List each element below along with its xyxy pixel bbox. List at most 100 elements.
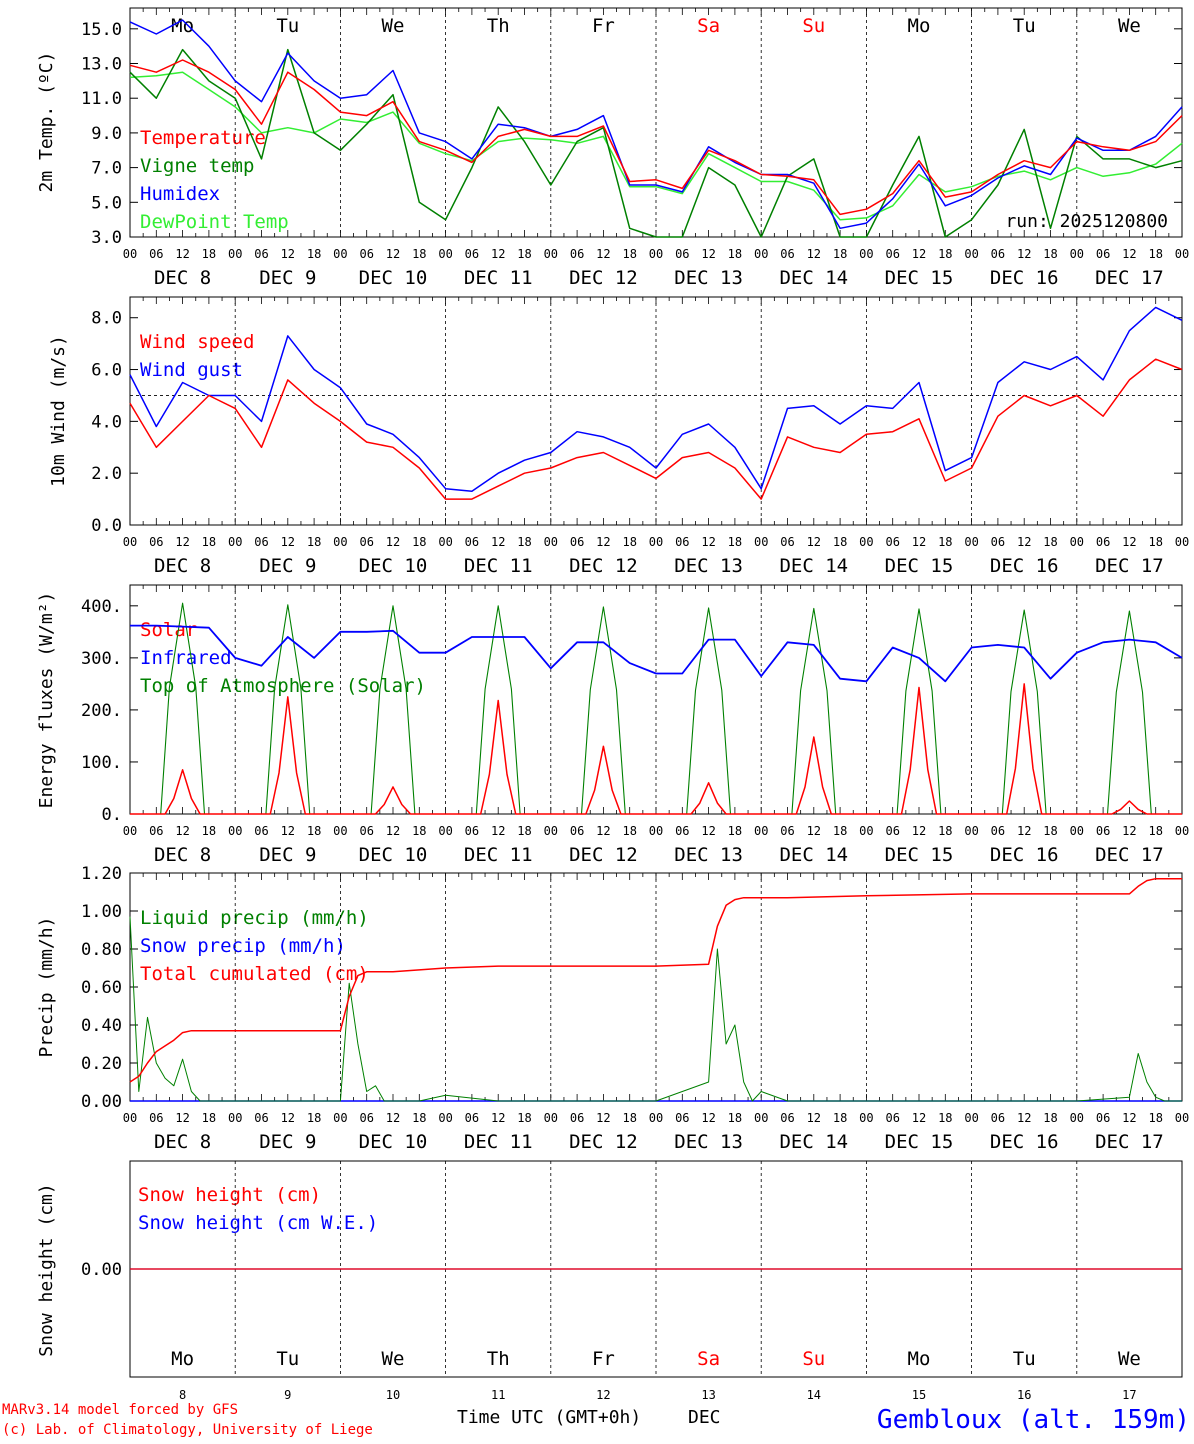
day-name-top: Fr — [592, 15, 615, 37]
precip-legend-total: Total cumulated (cm) — [140, 963, 369, 985]
hour-tick-label: 00 — [123, 824, 137, 838]
date-label: DEC 14 — [779, 267, 848, 289]
day-name-top: We — [1118, 15, 1141, 37]
hour-tick-label: 06 — [1096, 247, 1110, 261]
hour-tick-label: 12 — [912, 824, 926, 838]
flux-panel: Energy fluxes (W/m²) Solar Infrared Top … — [36, 584, 1183, 815]
hour-tick-label: 18 — [517, 824, 531, 838]
day-name-bottom: Th — [487, 1348, 510, 1370]
day-name-top: Sa — [697, 15, 720, 37]
date-label: DEC 15 — [885, 844, 954, 866]
hour-tick-label: 18 — [1148, 1111, 1162, 1125]
precip-panel: Precip (mm/h) Liquid precip (mm/h) Snow … — [36, 872, 1183, 1102]
hour-tick-label: 18 — [202, 535, 216, 549]
day-number: 9 — [284, 1388, 291, 1402]
hour-tick-label: 00 — [754, 1111, 768, 1125]
chart-marks: Mo Mo 8 Tu Tu 9 We We 10 Th Th 11 Fr Fr 12 Sa Sa 13 Su Su 14… — [81, 8, 1189, 1402]
y-tick-label: 0.20 — [81, 1054, 122, 1074]
hour-tick-label: 06 — [149, 824, 163, 838]
hour-tick-label: 12 — [1122, 535, 1136, 549]
hour-tick-label: 12 — [912, 247, 926, 261]
temp-ylabel: 2m Temp. (ºC) — [36, 52, 57, 193]
date-label: DEC 17 — [1095, 267, 1164, 289]
hour-tick-label: 18 — [412, 247, 426, 261]
hour-tick-label: 00 — [964, 247, 978, 261]
date-label: DEC 9 — [259, 844, 316, 866]
hour-tick-label: 06 — [570, 535, 584, 549]
hour-tick-label: 18 — [833, 824, 847, 838]
hour-tick-label: 00 — [649, 247, 663, 261]
date-label: DEC 16 — [990, 1131, 1059, 1153]
model-credit: MARv3.14 model forced by GFS — [2, 1402, 238, 1418]
hour-tick-label: 18 — [412, 535, 426, 549]
precip-line-liquid — [129, 916, 1182, 1102]
hour-tick-label: 12 — [491, 247, 505, 261]
hour-tick-label: 06 — [254, 1111, 268, 1125]
flux-legend-solar: Solar — [140, 619, 197, 641]
hour-tick-label: 18 — [728, 535, 742, 549]
y-tick-label: 0.0 — [91, 516, 122, 536]
hour-tick-label: 12 — [386, 824, 400, 838]
hour-tick-label: 18 — [1148, 824, 1162, 838]
y-tick-label: 200. — [81, 701, 122, 721]
hour-tick-label: 18 — [728, 247, 742, 261]
y-tick-label: 100. — [81, 753, 122, 773]
y-tick-label: 6.0 — [91, 361, 122, 381]
hour-tick-label: 00 — [228, 535, 242, 549]
hour-tick-label: 00 — [544, 535, 558, 549]
hour-tick-label: 06 — [465, 824, 479, 838]
date-label: DEC 13 — [674, 555, 743, 577]
hour-tick-label: 00 — [1175, 1111, 1189, 1125]
hour-tick-label: 00 — [333, 1111, 347, 1125]
hour-tick-label: 00 — [1175, 824, 1189, 838]
date-label: DEC 9 — [259, 555, 316, 577]
date-label: DEC 8 — [154, 1131, 211, 1153]
y-tick-label: 300. — [81, 649, 122, 669]
hour-tick-label: 18 — [1148, 247, 1162, 261]
day-number: 10 — [386, 1388, 400, 1402]
hour-tick-label: 00 — [1070, 247, 1084, 261]
hour-tick-label: 18 — [833, 247, 847, 261]
hour-tick-label: 00 — [123, 535, 137, 549]
day-name-bottom: Fr — [592, 1348, 615, 1370]
date-label: DEC 16 — [990, 555, 1059, 577]
hour-tick-label: 00 — [333, 824, 347, 838]
hour-tick-label: 00 — [544, 1111, 558, 1125]
date-label: DEC 11 — [464, 1131, 533, 1153]
date-label: DEC 10 — [359, 844, 428, 866]
flux-legend-infrared: Infrared — [140, 647, 232, 669]
y-tick-label: 13.0 — [81, 55, 122, 75]
xaxis-title: Time UTC (GMT+0h) — [457, 1407, 641, 1428]
hour-tick-label: 00 — [859, 247, 873, 261]
hour-tick-label: 18 — [833, 535, 847, 549]
hour-tick-label: 18 — [307, 535, 321, 549]
temp-line-vigne-temp — [129, 48, 1183, 238]
hour-tick-label: 18 — [202, 247, 216, 261]
hour-tick-label: 12 — [175, 535, 189, 549]
flux-line-infrared — [130, 624, 1183, 683]
y-tick-label: 4.0 — [91, 412, 122, 432]
hour-tick-label: 12 — [281, 1111, 295, 1125]
date-label: DEC 15 — [885, 555, 954, 577]
hour-tick-label: 12 — [281, 247, 295, 261]
day-name-top: We — [382, 15, 405, 37]
temp-line-humidex — [129, 19, 1183, 230]
hour-tick-label: 00 — [649, 824, 663, 838]
hour-tick-label: 12 — [386, 535, 400, 549]
date-label: DEC 13 — [674, 1131, 743, 1153]
hour-tick-label: 06 — [149, 1111, 163, 1125]
day-name-top: Mo — [908, 15, 931, 37]
hour-tick-label: 00 — [964, 535, 978, 549]
y-tick-label: 2.0 — [91, 464, 122, 484]
precip-legend-snow: Snow precip (mm/h) — [140, 935, 346, 957]
day-name-top: Mo — [171, 15, 194, 37]
y-tick-label: 3.0 — [91, 228, 122, 248]
temp-legend-dewpoint: DewPoint Temp — [140, 211, 289, 233]
hour-tick-label: 06 — [570, 247, 584, 261]
hour-tick-label: 06 — [149, 535, 163, 549]
hour-tick-label: 00 — [333, 247, 347, 261]
day-name-top: Th — [487, 15, 510, 37]
snow-legend-we: Snow height (cm W.E.) — [138, 1212, 378, 1234]
hour-tick-label: 06 — [465, 535, 479, 549]
date-label: DEC 14 — [779, 1131, 848, 1153]
